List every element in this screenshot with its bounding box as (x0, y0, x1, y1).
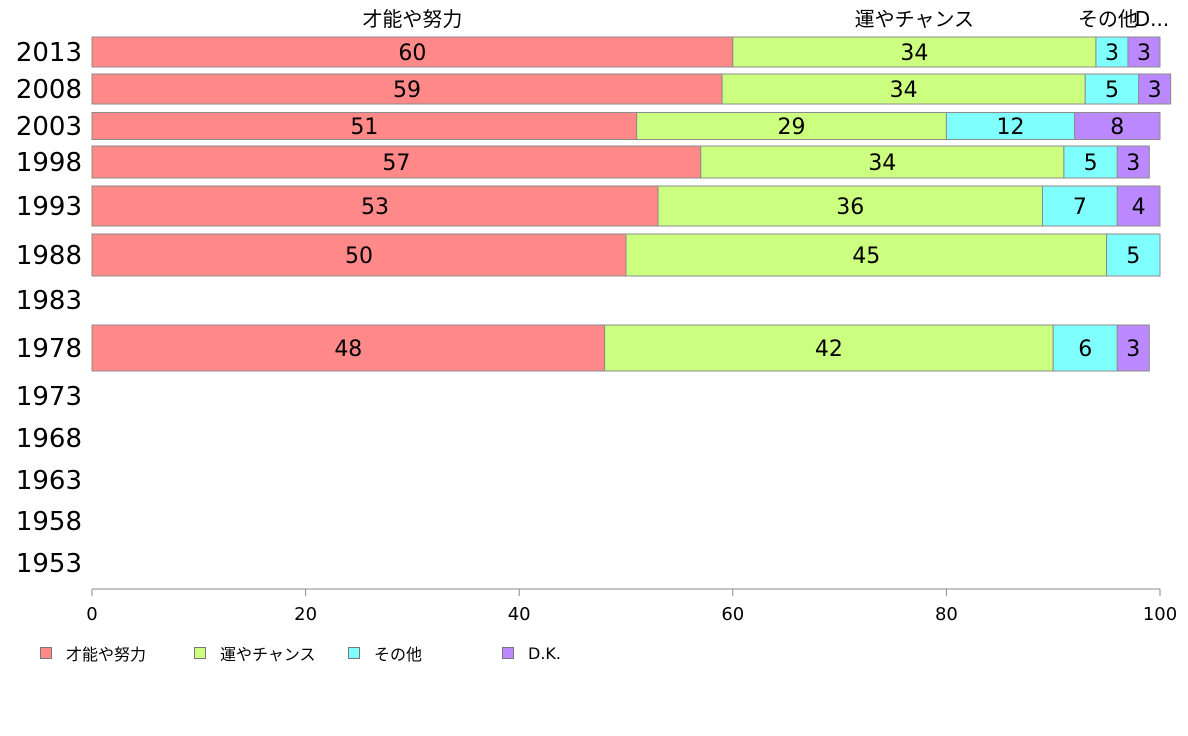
top-series-label: 運やチャンス (855, 7, 974, 31)
x-tick-label: 60 (721, 604, 744, 625)
bar-segment (91, 233, 627, 277)
legend-label-dk: D.K. (528, 643, 561, 663)
x-tick-label: 40 (508, 604, 531, 625)
bar-segment (1138, 73, 1172, 105)
bar-segment (625, 233, 1108, 277)
data-label: 3 (1105, 41, 1119, 66)
data-label: 7 (1073, 195, 1087, 220)
legend-swatch-dk (502, 647, 514, 659)
bar-segment (1106, 233, 1161, 277)
legend-item-luck: 運やチャンス (194, 642, 316, 664)
data-label: 36 (836, 195, 864, 220)
data-label: 8 (1110, 115, 1124, 140)
bar-segment (604, 324, 1054, 372)
data-label: 6 (1078, 337, 1092, 362)
data-label: 57 (382, 151, 410, 176)
year-label: 1983 (16, 286, 82, 316)
bar-segment (732, 36, 1097, 68)
legend-item-dk: D.K. (502, 642, 561, 664)
data-label: 48 (334, 337, 362, 362)
year-label: 2008 (16, 75, 82, 105)
data-label: 60 (398, 41, 426, 66)
year-label: 1978 (16, 334, 82, 364)
data-label: 34 (868, 151, 896, 176)
legend-item-talent: 才能や努力 (40, 642, 146, 664)
year-label: 1958 (16, 507, 82, 537)
data-label: 5 (1126, 244, 1140, 269)
data-label: 5 (1084, 151, 1098, 176)
data-label: 3 (1126, 337, 1140, 362)
legend-swatch-other (348, 647, 360, 659)
data-label: 42 (815, 337, 843, 362)
bar-segment (1116, 324, 1150, 372)
bar-segment (1042, 185, 1118, 227)
legend: 才能や努力 運やチャンス その他 D.K. (36, 642, 656, 666)
legend-swatch-talent (40, 647, 52, 659)
legend-label-other: その他 (374, 645, 423, 664)
data-label: 3 (1126, 151, 1140, 176)
bar-segment (657, 185, 1044, 227)
bar-segment (91, 73, 723, 105)
data-label: 3 (1137, 41, 1151, 66)
data-label: 3 (1148, 78, 1162, 103)
year-label: 2003 (16, 112, 82, 142)
bar-segment (1074, 112, 1161, 140)
year-label: 1988 (16, 241, 82, 271)
bar-segment (91, 112, 638, 140)
year-label: 1963 (16, 466, 82, 496)
data-label: 12 (996, 115, 1024, 140)
year-label: 1998 (16, 148, 82, 178)
year-label: 1953 (16, 549, 82, 579)
data-label: 34 (900, 41, 928, 66)
legend-label-luck: 運やチャンス (220, 645, 316, 664)
year-label: 1973 (16, 382, 82, 412)
data-label: 34 (890, 78, 918, 103)
legend-swatch-luck (194, 647, 206, 659)
bar-segment (721, 73, 1086, 105)
legend-item-other: その他 (348, 642, 422, 664)
x-tick-label: 100 (1143, 604, 1177, 625)
data-label: 5 (1105, 78, 1119, 103)
data-label: 59 (393, 78, 421, 103)
data-label: 45 (852, 244, 880, 269)
bar-segment (1127, 36, 1161, 68)
data-label: 29 (778, 115, 806, 140)
bar-segment (1116, 145, 1150, 179)
top-series-label: その他 (1078, 7, 1138, 31)
bar-segment (700, 145, 1065, 179)
x-tick-label: 80 (935, 604, 958, 625)
top-series-label: 才能や努力 (362, 7, 462, 31)
data-label: 4 (1132, 195, 1146, 220)
bar-segment (1116, 185, 1161, 227)
data-label: 53 (361, 195, 389, 220)
bar-segment (91, 145, 702, 179)
year-label: 2013 (16, 38, 82, 68)
bar-segment (91, 36, 734, 68)
x-tick-label: 0 (86, 604, 97, 625)
data-label: 51 (350, 115, 378, 140)
top-series-label: D... (1135, 7, 1169, 31)
year-label: 1993 (16, 192, 82, 222)
legend-label-talent: 才能や努力 (66, 645, 147, 664)
data-label: 50 (345, 244, 373, 269)
year-label: 1968 (16, 424, 82, 454)
bar-segment (91, 185, 659, 227)
bar-segment (636, 112, 947, 140)
bar-segment (1095, 36, 1129, 68)
x-tick-label: 20 (294, 604, 317, 625)
bar-segment (1084, 73, 1140, 105)
